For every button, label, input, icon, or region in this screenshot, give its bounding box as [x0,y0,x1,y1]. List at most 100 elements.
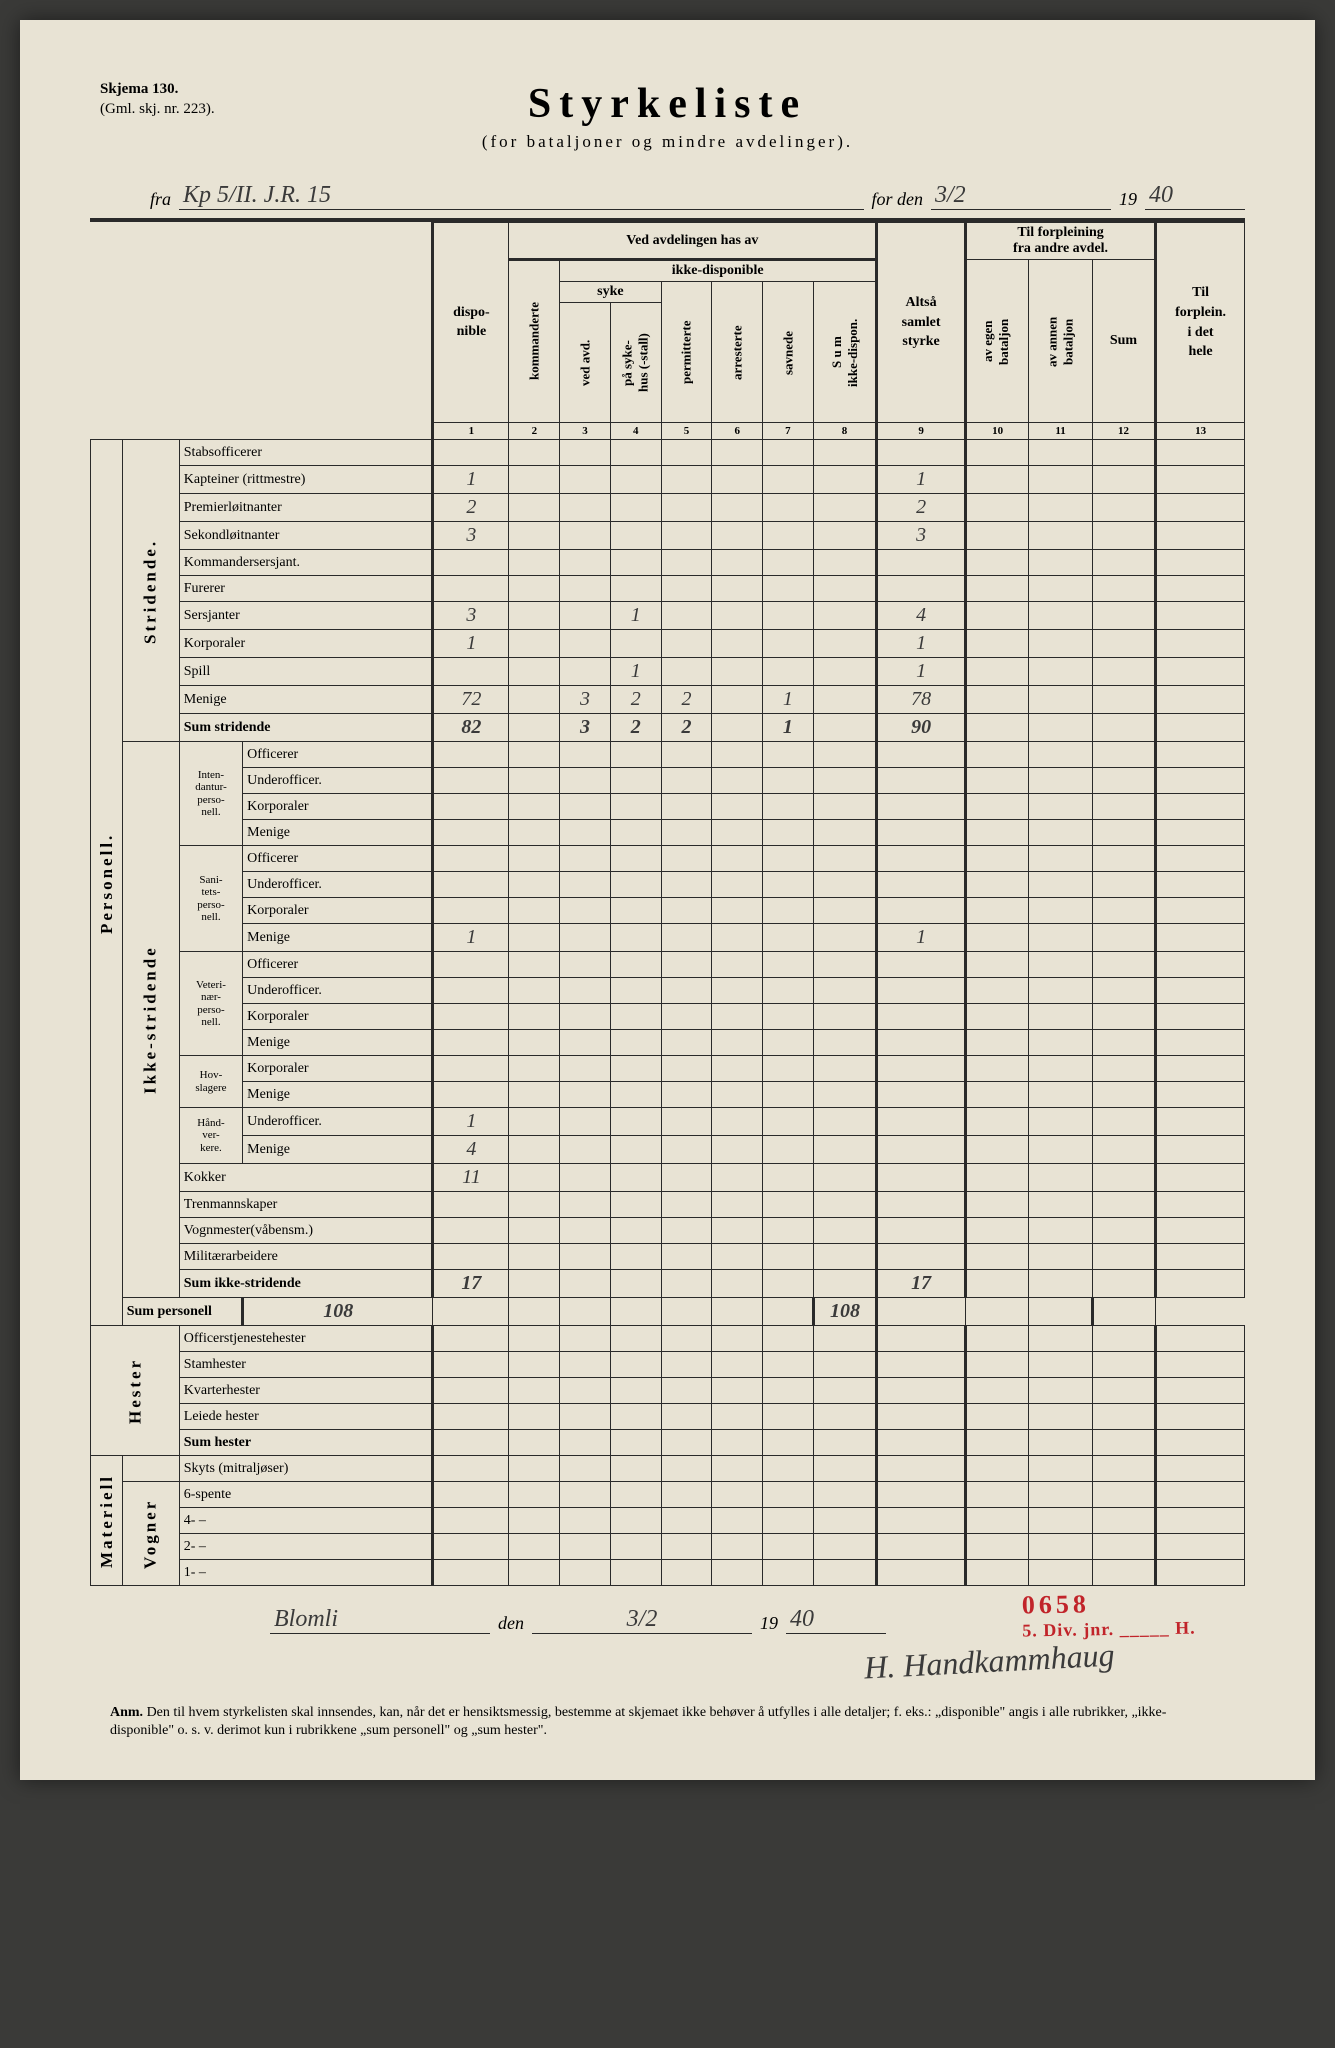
cell [763,898,814,924]
table-row: Korporaler [91,794,1245,820]
cell [1029,1164,1092,1192]
cell [965,1534,1028,1560]
table-row: Underofficer. [91,872,1245,898]
table-row: Sum stridende82322190 [91,714,1245,742]
cell [610,1482,661,1508]
cell [509,630,560,658]
cell [1156,924,1245,952]
cell [661,1082,712,1108]
year-prefix: 19 [1119,189,1137,210]
cell [509,1030,560,1056]
row-label: Menige [243,1136,433,1164]
cell [712,1164,763,1192]
forden-label: for den [872,189,924,210]
cell [661,978,712,1004]
row-label: Sum hester [179,1430,433,1456]
cell [1029,522,1092,550]
cell [560,1378,611,1404]
cell [1156,1192,1245,1218]
anm-text: Den til hvem styrkelisten skal innsendes… [110,1705,1166,1738]
cell [610,742,661,768]
col-syke: syke [560,282,661,303]
cell [610,952,661,978]
cell [965,1270,1028,1298]
cell [509,1352,560,1378]
cell [763,794,814,820]
cell [610,1244,661,1270]
cell [763,1030,814,1056]
cell [661,658,712,686]
cell [433,1404,509,1430]
cell [1092,952,1155,978]
cell [560,820,611,846]
cell [712,952,763,978]
cell [1156,1560,1245,1586]
cell [712,742,763,768]
cell [763,1378,814,1404]
row-label: Korporaler [243,898,433,924]
cell [610,1056,661,1082]
cell: 1 [433,630,509,658]
cell [610,794,661,820]
cell [813,1326,876,1352]
cell [712,846,763,872]
cell [509,686,560,714]
row-label: Sum personell [122,1298,242,1326]
table-row: MateriellSkyts (mitraljøser) [91,1456,1245,1482]
row-label: Kapteiner (rittmestre) [179,466,433,494]
cell [1156,550,1245,576]
cell [965,1192,1028,1218]
cell [560,440,611,466]
cell [877,1056,966,1082]
cell [712,494,763,522]
cell [1092,1164,1155,1192]
cell [661,1192,712,1218]
cell: 3 [560,714,611,742]
cell [560,1534,611,1560]
cell [560,1326,611,1352]
cell [965,1218,1028,1244]
table-row: Kapteiner (rittmestre)11 [91,466,1245,494]
cell [610,440,661,466]
cell [712,1378,763,1404]
cell [661,872,712,898]
page-title: Styrkeliste [90,80,1245,128]
cell [509,1298,560,1326]
cell [813,1004,876,1030]
cell [712,1482,763,1508]
cell [661,1030,712,1056]
cell [813,1404,876,1430]
cell [712,1082,763,1108]
table-row: Korporaler [91,898,1245,924]
cell [965,1244,1028,1270]
cell [763,1270,814,1298]
cell [560,602,611,630]
cell [1156,1378,1245,1404]
cell [712,1430,763,1456]
cell [509,820,560,846]
row-label: Kvarterhester [179,1378,433,1404]
cell [965,522,1028,550]
cell [965,1508,1028,1534]
cell [877,820,966,846]
form-id: Skjema 130. (Gml. skj. nr. 223). [100,80,215,119]
cell [813,768,876,794]
cell [813,898,876,924]
cell [877,550,966,576]
cell: 3 [433,522,509,550]
cell [877,846,966,872]
cell [763,1218,814,1244]
cell [813,1164,876,1192]
cell [509,494,560,522]
cell [1029,686,1092,714]
row-label: Trenmannskaper [179,1192,433,1218]
row-label: Menige [179,686,433,714]
cell: 1 [763,714,814,742]
cell [1156,1270,1245,1298]
cell [1029,1404,1092,1430]
cell [763,466,814,494]
cell [763,742,814,768]
row-label: 1- – [179,1560,433,1586]
cell [712,466,763,494]
cell [661,1056,712,1082]
